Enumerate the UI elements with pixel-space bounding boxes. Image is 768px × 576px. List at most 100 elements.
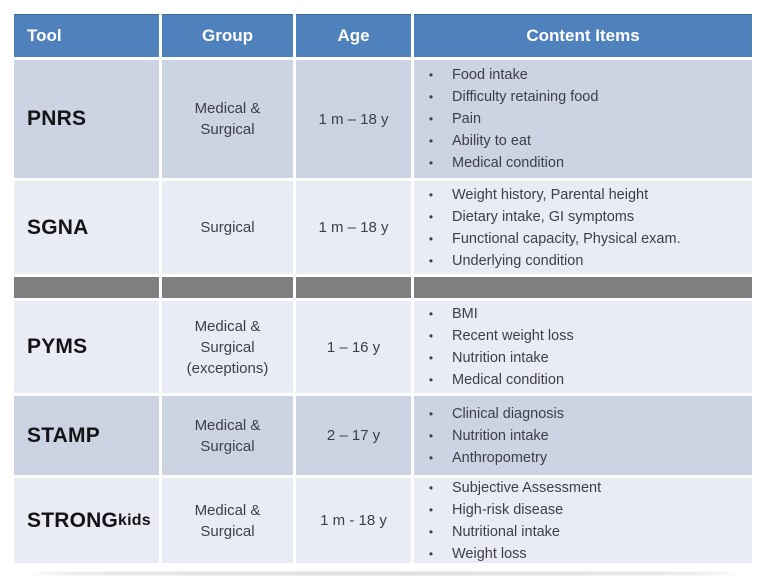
bullet-item-label: Weight history, Parental height xyxy=(452,186,649,203)
screening-tools-table: Tool Group Age Content Items PNRS Medica… xyxy=(14,14,752,563)
bullet-item-label: Food intake xyxy=(452,67,528,83)
content-items-cell-stamp: • Clinical diagnosis • Nutrition intake • Ant… xyxy=(414,396,752,475)
bullet-icon: • xyxy=(428,480,434,495)
divider-cell xyxy=(14,277,159,298)
bullet-icon: • xyxy=(428,90,434,104)
bullet-item: • High-risk disease xyxy=(424,499,746,521)
bullet-item: • Clinical diagnosis xyxy=(424,403,746,425)
age-cell-sgna: 1 m – 18 y xyxy=(296,181,411,274)
content-items-cell-strongkids: • Subjective Assessment • High-risk disease… xyxy=(414,478,752,563)
bullet-item-label: Underlying condition xyxy=(452,252,584,269)
bullet-item-label: BMI xyxy=(452,306,478,322)
bullet-item-label: Weight loss xyxy=(452,545,527,562)
bullet-item: • Recent weight loss xyxy=(424,325,746,347)
bullet-icon: • xyxy=(428,307,434,321)
bullet-item: • Food intake xyxy=(424,64,746,86)
bullet-item-label: Ability to eat xyxy=(452,133,531,149)
tool-cell-pnrs: PNRS xyxy=(14,60,159,178)
tool-name: STAMP xyxy=(27,423,100,447)
column-header-content-items: Content Items xyxy=(414,14,752,57)
bullet-item: • BMI xyxy=(424,303,746,325)
bullet-item-label: Subjective Assessment xyxy=(452,479,602,496)
group-cell-sgna: Surgical xyxy=(162,181,293,274)
bullet-item: • Difficulty retaining food xyxy=(424,86,746,108)
content-items-cell-pyms: • BMI • Recent weight loss • Nutrition intake… xyxy=(414,301,752,393)
bullet-item-label: Nutrition intake xyxy=(452,427,549,444)
group-cell-strongkids: Medical & Surgical xyxy=(162,478,293,563)
bullet-item: • Ability to eat xyxy=(424,130,746,152)
bullet-icon: • xyxy=(428,373,434,387)
divider-cell xyxy=(162,277,293,298)
column-header-age-label: Age xyxy=(337,26,370,45)
bullet-item-label: Medical condition xyxy=(452,155,565,171)
bullet-icon: • xyxy=(428,253,434,268)
tool-name: PYMS xyxy=(27,335,88,358)
bullet-icon: • xyxy=(428,351,434,365)
bullet-icon: • xyxy=(428,329,434,343)
bullet-item: • Nutritional intake xyxy=(424,521,746,543)
tool-cell-stamp: STAMP xyxy=(14,396,159,475)
bullet-icon: • xyxy=(428,428,434,443)
bullet-icon: • xyxy=(428,209,434,224)
bullet-item-label: Clinical diagnosis xyxy=(452,405,565,422)
bullet-icon: • xyxy=(428,231,434,246)
divider-cell xyxy=(296,277,411,298)
tool-name: STRONG xyxy=(27,508,119,532)
column-header-group: Group xyxy=(162,14,293,57)
bullet-item-label: Functional capacity, Physical exam. xyxy=(452,230,681,247)
bullet-item: • Weight loss xyxy=(424,543,746,565)
column-header-tool-label: Tool xyxy=(27,26,62,45)
content-items-cell-pnrs: • Food intake • Difficulty retaining food • P… xyxy=(414,60,752,178)
bullet-item: • Dietary intake, GI symptoms xyxy=(424,206,746,228)
bullet-icon: • xyxy=(428,546,434,561)
bullet-item: • Medical condition xyxy=(424,152,746,174)
group-cell-pnrs: Medical & Surgical xyxy=(162,60,293,178)
group-cell-stamp: Medical & Surgical xyxy=(162,396,293,475)
tool-cell-pyms: PYMS xyxy=(14,301,159,393)
bullet-icon: • xyxy=(428,134,434,148)
bullet-icon: • xyxy=(428,524,434,539)
group-cell-pyms: Medical & Surgical (exceptions) xyxy=(162,301,293,393)
tool-cell-strongkids: STRONG kids xyxy=(14,478,159,563)
bullet-item: • Subjective Assessment xyxy=(424,477,746,499)
bullet-item: • Weight history, Parental height xyxy=(424,184,746,206)
bullet-icon: • xyxy=(428,502,434,517)
bullet-item: • Functional capacity, Physical exam. xyxy=(424,228,746,250)
column-header-group-label: Group xyxy=(202,26,253,45)
tool-cell-sgna: SGNA xyxy=(14,181,159,274)
divider-cell xyxy=(414,277,752,298)
bullet-icon: • xyxy=(428,406,434,421)
age-cell-pnrs: 1 m – 18 y xyxy=(296,60,411,178)
bullet-item-label: Anthropometry xyxy=(452,449,548,466)
content-items-cell-sgna: • Weight history, Parental height • Dietary… xyxy=(414,181,752,274)
column-header-tool: Tool xyxy=(14,14,159,57)
column-header-age: Age xyxy=(296,14,411,57)
bullet-item-label: High-risk disease xyxy=(452,501,564,518)
tool-name: SGNA xyxy=(27,215,89,239)
bullet-item: • Underlying condition xyxy=(424,250,746,272)
bullet-item-label: Medical condition xyxy=(452,372,565,388)
age-cell-strongkids: 1 m - 18 y xyxy=(296,478,411,563)
bullet-item: • Nutrition intake xyxy=(424,425,746,447)
bullet-item: • Medical condition xyxy=(424,369,746,391)
bullet-item-label: Pain xyxy=(452,111,482,127)
bullet-item-label: Nutritional intake xyxy=(452,523,560,540)
bullet-icon: • xyxy=(428,187,434,202)
bullet-item-label: Difficulty retaining food xyxy=(452,89,599,105)
bullet-item-label: Recent weight loss xyxy=(452,328,574,344)
bullet-item-label: Nutrition intake xyxy=(452,350,549,366)
tool-name: PNRS xyxy=(27,107,87,130)
bullet-item: • Pain xyxy=(424,108,746,130)
bullet-icon: • xyxy=(428,156,434,170)
age-cell-stamp: 2 – 17 y xyxy=(296,396,411,475)
column-header-content-items-label: Content Items xyxy=(526,26,640,45)
bullet-item: • Anthropometry xyxy=(424,447,746,469)
slide-bottom-shadow xyxy=(32,572,736,575)
bullet-icon: • xyxy=(428,112,434,126)
age-cell-pyms: 1 – 16 y xyxy=(296,301,411,393)
bullet-icon: • xyxy=(428,450,434,465)
bullet-item: • Nutrition intake xyxy=(424,347,746,369)
bullet-item-label: Dietary intake, GI symptoms xyxy=(452,208,635,225)
bullet-icon: • xyxy=(428,68,434,82)
